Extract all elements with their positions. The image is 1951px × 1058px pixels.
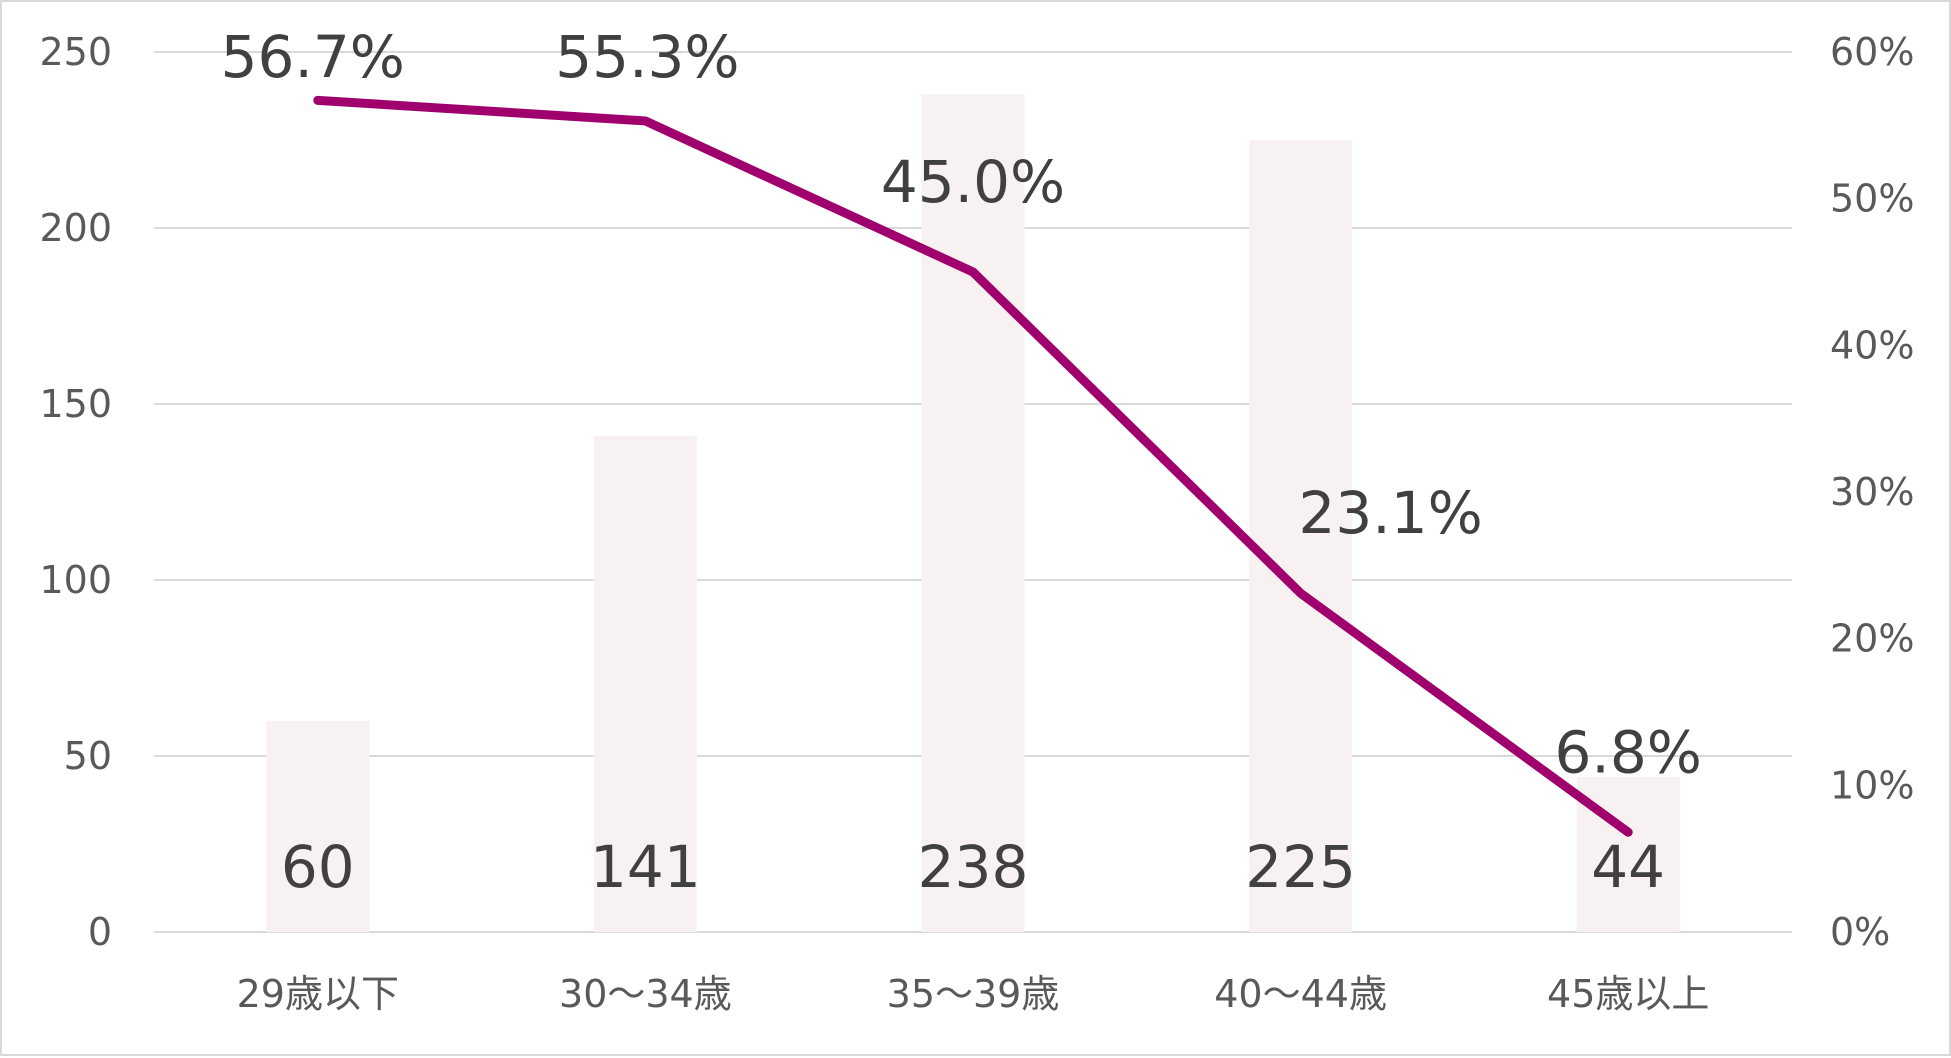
x-axis: 29歳以下 30～34歳 35～39歳 40～44歳 45歳以上 — [237, 972, 1710, 1016]
bar-value-labels: 60 141 238 225 44 — [281, 833, 1665, 901]
bar-value-label: 60 — [281, 833, 355, 901]
left-axis: 0 50 100 150 200 250 — [39, 30, 112, 954]
right-tick-label: 30% — [1830, 470, 1914, 514]
line-point — [1627, 831, 1630, 834]
right-tick-label: 50% — [1830, 177, 1914, 221]
line-value-label: 56.7% — [221, 23, 405, 91]
right-tick-label: 0% — [1830, 910, 1890, 954]
bar-series — [266, 94, 1680, 933]
line-value-label: 45.0% — [881, 148, 1065, 216]
left-tick-label: 200 — [39, 206, 112, 250]
right-tick-label: 40% — [1830, 323, 1914, 367]
line-value-labels: 56.7% 55.3% 45.0% 23.1% 6.8% — [221, 23, 1702, 786]
line-value-label: 6.8% — [1555, 718, 1702, 786]
line-point — [316, 99, 319, 102]
x-tick-label: 29歳以下 — [237, 972, 399, 1016]
bar-value-label: 225 — [1245, 833, 1356, 901]
line-value-label: 23.1% — [1298, 479, 1482, 547]
bar — [1249, 140, 1353, 932]
bar — [921, 94, 1025, 933]
bar-value-label: 238 — [918, 833, 1029, 901]
line-series — [313, 95, 1633, 837]
line-point — [644, 119, 647, 122]
left-tick-label: 0 — [88, 910, 112, 954]
right-tick-label: 10% — [1830, 763, 1914, 807]
left-tick-label: 250 — [39, 30, 112, 74]
line-point — [972, 271, 974, 273]
line-point — [1299, 592, 1302, 595]
bar — [593, 435, 697, 932]
x-tick-label: 40～44歳 — [1214, 972, 1387, 1016]
x-tick-label: 45歳以上 — [1547, 972, 1709, 1016]
bar-value-label: 141 — [590, 833, 701, 901]
x-tick-label: 30～34歳 — [559, 972, 732, 1016]
left-tick-label: 100 — [39, 558, 112, 602]
right-tick-label: 60% — [1830, 30, 1914, 74]
right-axis: 0% 10% 20% 30% 40% 50% 60% — [1830, 30, 1914, 954]
bar — [266, 720, 370, 932]
left-tick-label: 50 — [64, 734, 112, 778]
x-tick-label: 35～39歳 — [887, 972, 1060, 1016]
right-tick-label: 20% — [1830, 617, 1914, 661]
line-value-label: 55.3% — [555, 23, 739, 91]
bar-value-label: 44 — [1591, 833, 1665, 901]
left-tick-label: 150 — [39, 382, 112, 426]
